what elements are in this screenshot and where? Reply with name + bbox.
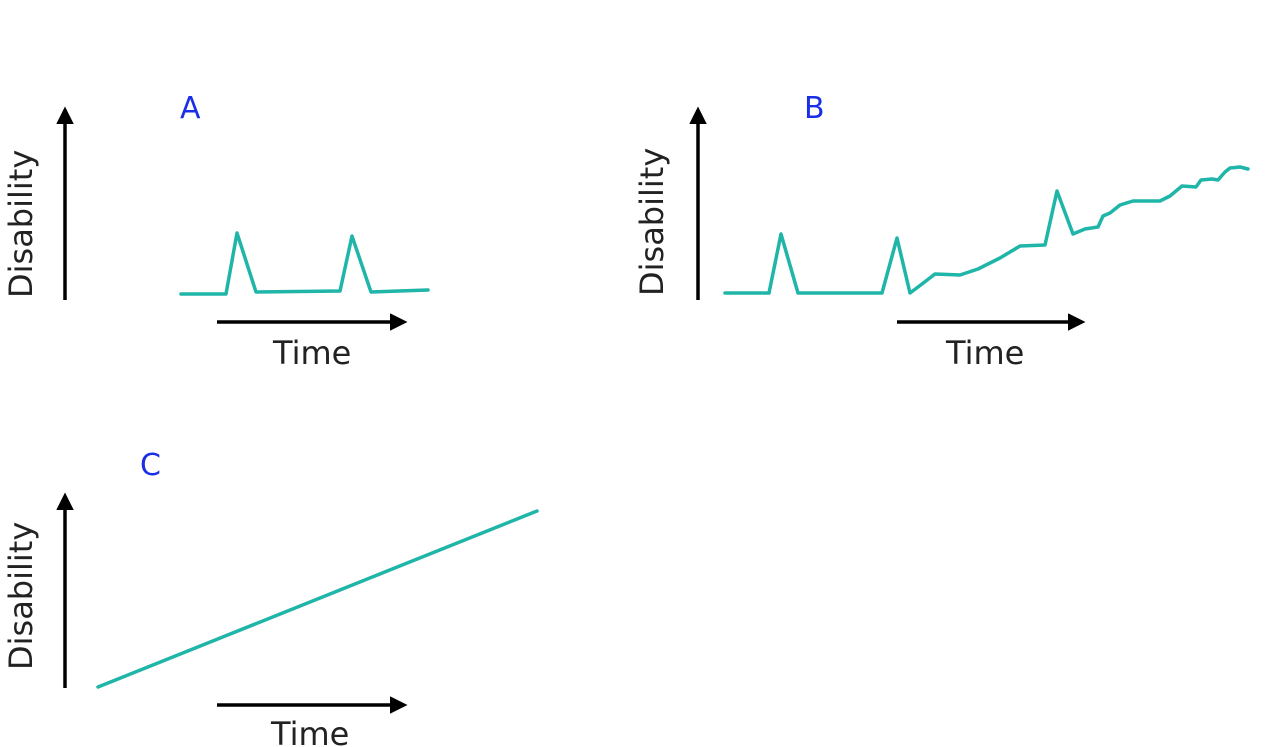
disability-curve-c — [96, 509, 539, 689]
panel-letter-b: B — [804, 91, 825, 126]
y-axis-label-c: Disability — [2, 522, 40, 670]
panel-c: C Disability Time — [2, 448, 539, 747]
disability-curve-b — [723, 165, 1250, 295]
panel-letter-a: A — [180, 91, 201, 126]
panel-a: A Disability Time — [2, 91, 430, 372]
y-axis-label-b: Disability — [633, 148, 671, 296]
disability-curve-a — [179, 231, 430, 296]
x-axis-label-a: Time — [272, 334, 351, 372]
panel-b: B Disability Time — [633, 91, 1250, 372]
x-axis-label-b: Time — [945, 334, 1024, 372]
y-axis-label-a: Disability — [2, 150, 40, 298]
x-axis-label-c: Time — [270, 715, 349, 747]
panel-letter-c: C — [140, 448, 161, 483]
